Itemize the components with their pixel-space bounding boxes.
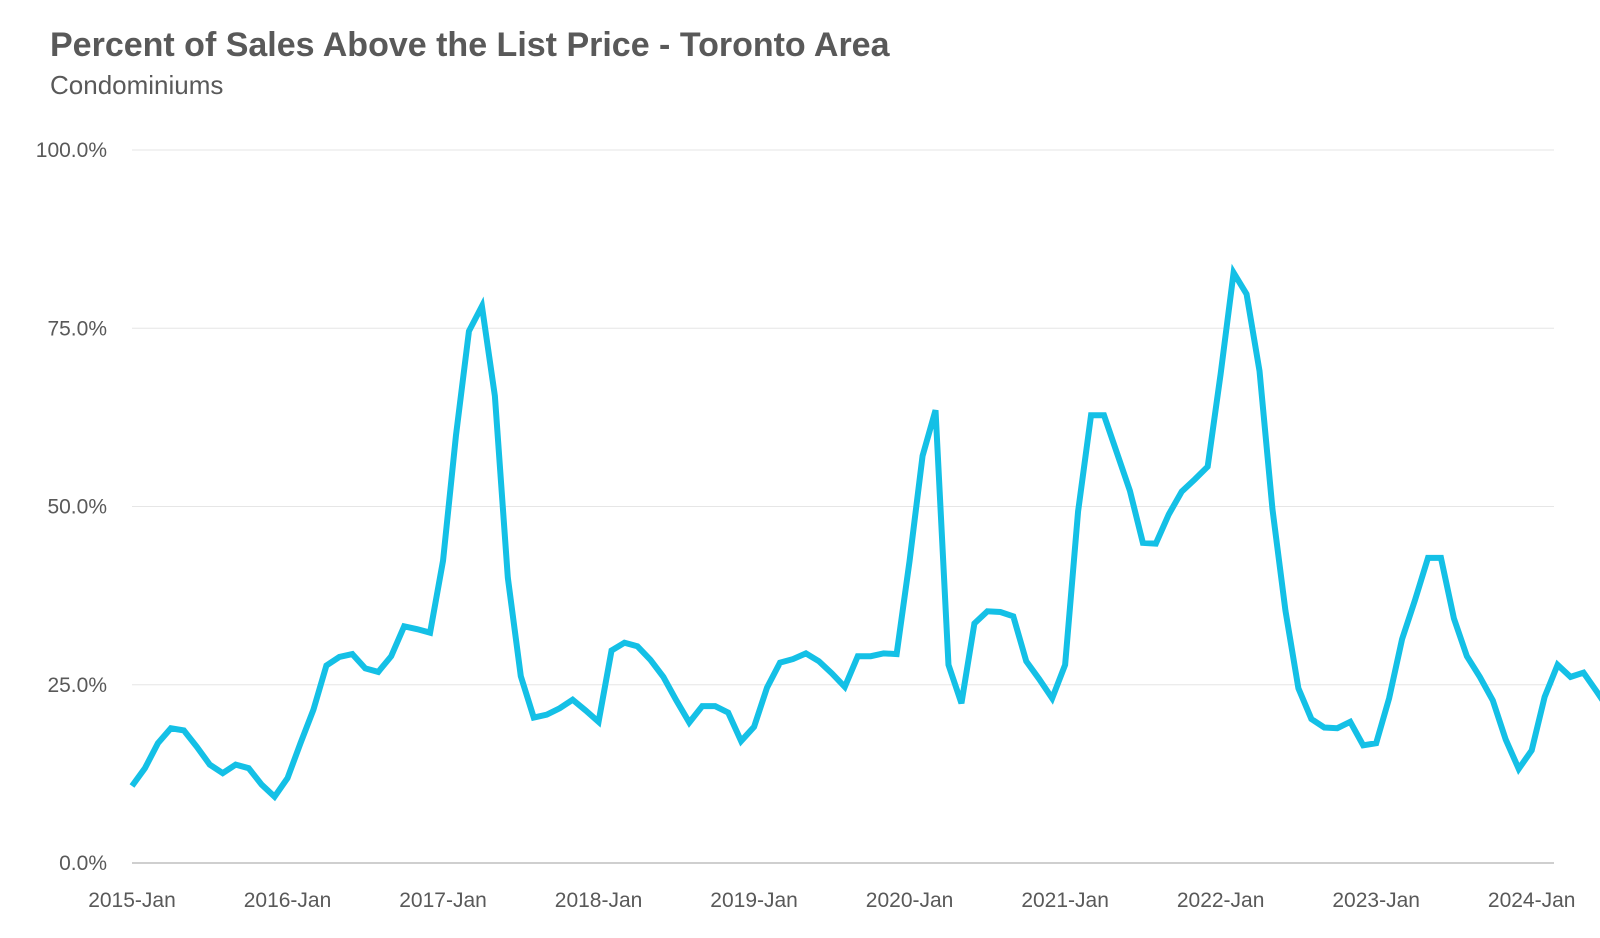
y-axis: 0.0% 25.0% 50.0% 75.0% 100.0% xyxy=(36,139,107,875)
gridlines xyxy=(132,149,1554,686)
x-tick-label: 2022-Jan xyxy=(1177,889,1265,912)
x-tick-label: 2015-Jan xyxy=(88,889,176,912)
x-axis: 2015-Jan 2016-Jan 2017-Jan 2018-Jan 2019-Jan… xyxy=(88,862,1576,912)
x-tick-label: 2020-Jan xyxy=(866,889,954,912)
x-tick-label: 2018-Jan xyxy=(555,889,643,912)
y-tick-label: 100.0% xyxy=(36,139,107,162)
x-tick-label: 2021-Jan xyxy=(1021,889,1109,912)
y-tick-label: 0.0% xyxy=(59,852,107,875)
y-tick-label: 50.0% xyxy=(47,496,107,519)
y-tick-label: 25.0% xyxy=(47,674,107,697)
chart-title: Percent of Sales Above the List Price - … xyxy=(50,26,890,64)
x-tick-label: 2017-Jan xyxy=(399,889,487,912)
chart-subtitle: Condominiums xyxy=(50,70,224,100)
x-tick-label: 2024-Jan xyxy=(1488,889,1576,912)
series-layer xyxy=(129,263,1600,802)
x-tick-label: 2023-Jan xyxy=(1332,889,1420,912)
y-tick-label: 75.0% xyxy=(47,317,107,340)
series-line xyxy=(129,263,1600,802)
x-tick-label: 2019-Jan xyxy=(710,889,798,912)
x-tick-label: 2016-Jan xyxy=(244,889,332,912)
